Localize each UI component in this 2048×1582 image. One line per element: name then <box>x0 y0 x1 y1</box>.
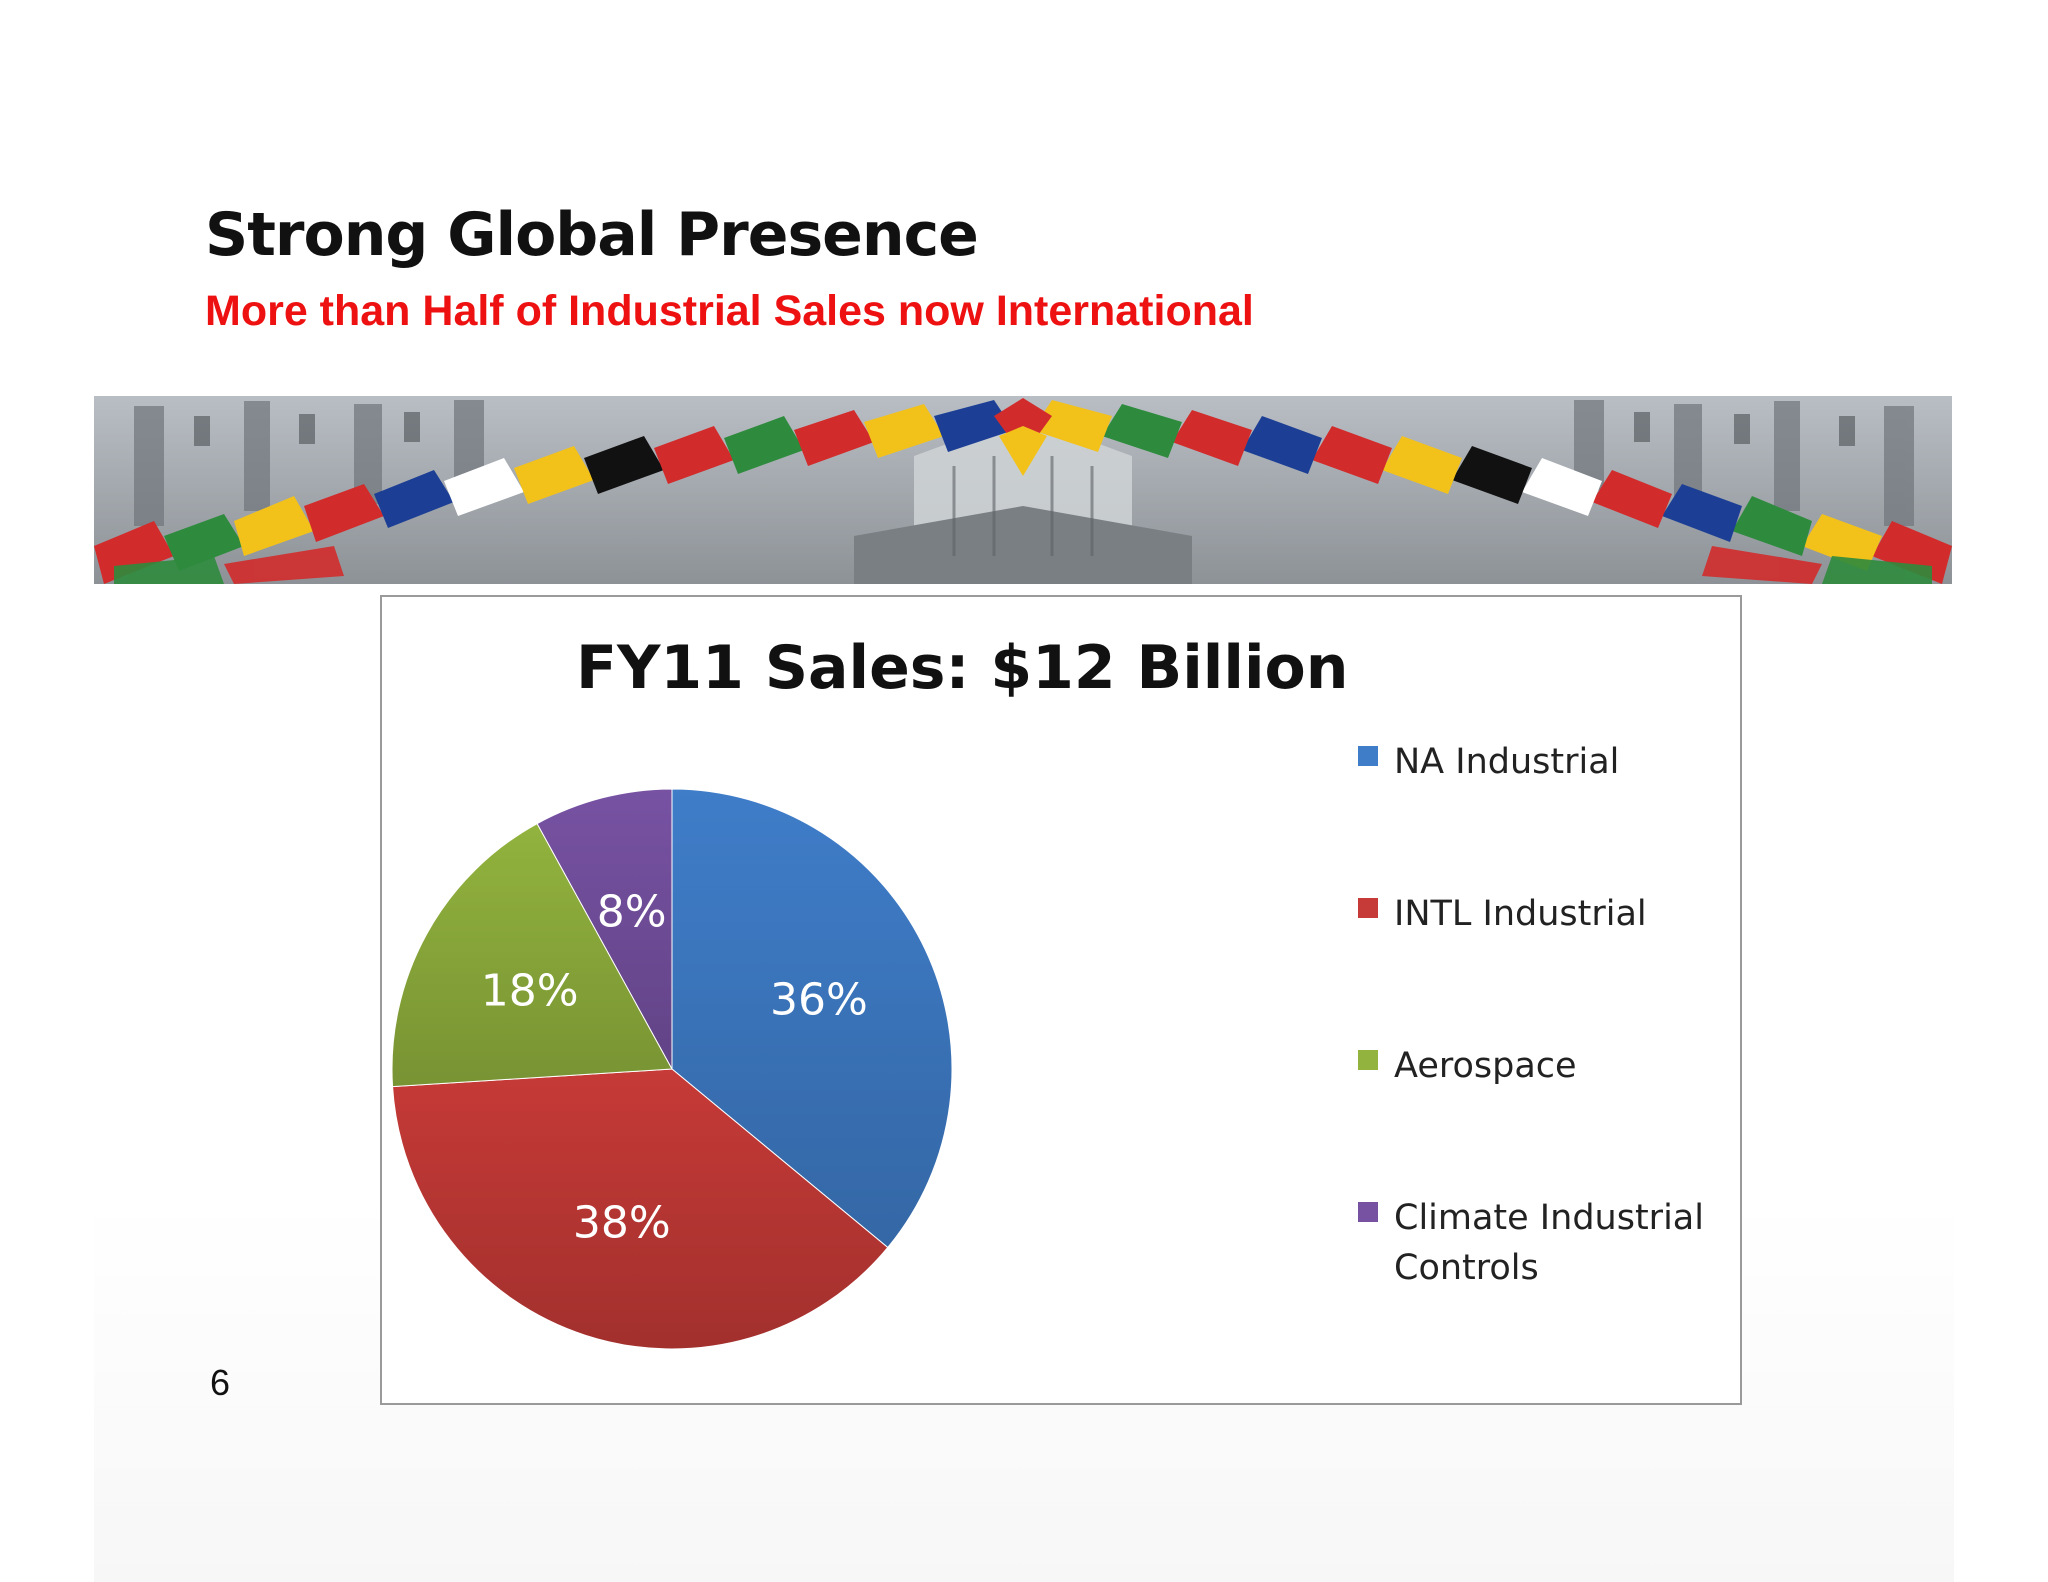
slice-label-na-industrial: 36% <box>770 974 868 1026</box>
legend-swatch-climate-industrial-controls <box>1358 1202 1378 1222</box>
page-number: 6 <box>210 1362 231 1403</box>
pie-chart <box>391 788 953 1350</box>
chart-title: FY11 Sales: $12 Billion <box>576 633 1349 703</box>
legend-swatch-aerospace <box>1358 1050 1378 1070</box>
pie-slice-na-industrial <box>671 788 953 1249</box>
pie-slice-intl-industrial <box>392 1068 889 1350</box>
legend-swatch-intl-industrial <box>1358 898 1378 918</box>
legend-swatch-na-industrial <box>1358 746 1378 766</box>
slice-label-aerospace: 18% <box>480 965 579 1017</box>
legend-label-na-industrial: NA Industrial <box>1394 742 1620 782</box>
chart-panel: FY11 Sales: $12 Billion 36% 38% 18% 8% NA I… <box>380 595 1742 1405</box>
slide-subtitle: More than Half of Industrial Sales now I… <box>205 287 1254 335</box>
flags-banner-image <box>94 396 1952 584</box>
pie-slice-climate-industrial-controls <box>536 788 673 1070</box>
slice-label-intl-industrial: 38% <box>572 1197 671 1249</box>
legend-label-intl-industrial: INTL Industrial <box>1394 894 1647 934</box>
legend-label-aerospace: Aerospace <box>1394 1046 1577 1086</box>
legend-label-climate-industrial-controls: Climate Industrial Controls <box>1394 1198 1704 1288</box>
slide-title: Strong Global Presence <box>205 200 979 270</box>
flags-banner-graphic <box>94 396 1952 584</box>
pie-slice-aerospace <box>391 822 673 1088</box>
slice-label-climate-industrial-controls: 8% <box>596 886 667 938</box>
